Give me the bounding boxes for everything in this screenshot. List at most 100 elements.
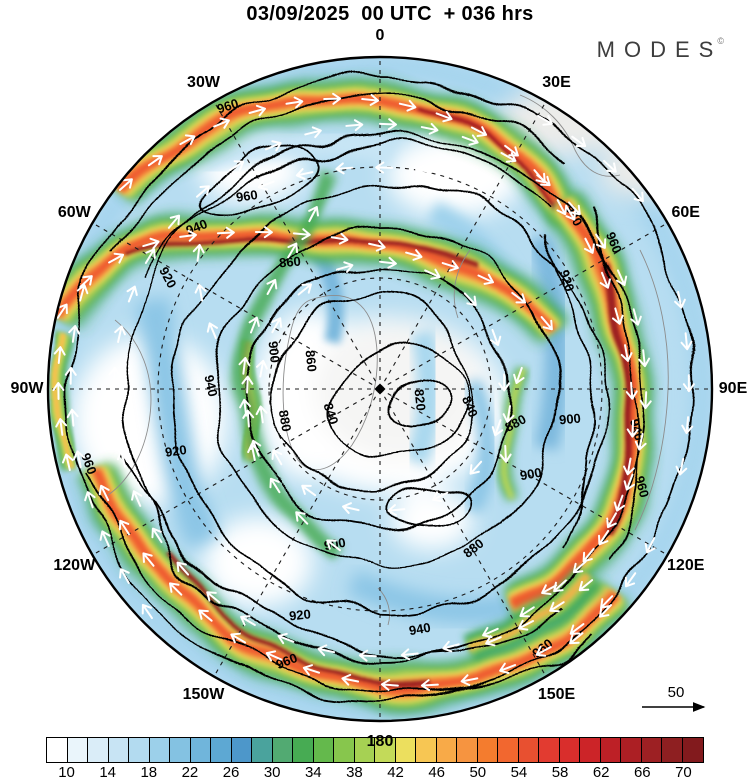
wind-arrow (249, 439, 262, 457)
colorbar-cell (189, 737, 212, 763)
colorbar-cell (271, 737, 294, 763)
wind-arrow (387, 504, 406, 517)
wind-arrow (194, 283, 207, 302)
wind-arrow (330, 232, 349, 245)
wind-arrow (606, 512, 617, 529)
wind-arrow (142, 237, 160, 250)
wind-arrow (269, 477, 281, 494)
wind-arrow (73, 450, 85, 469)
pole-marker (374, 383, 386, 395)
contour-label: 960 (215, 96, 240, 117)
wind-arrow (116, 450, 129, 468)
colorbar-cell (497, 737, 520, 763)
colorbar-cell (169, 737, 192, 763)
wind-arrow (216, 226, 235, 239)
wind-arrow (323, 92, 342, 105)
colorbar-tick-label: 58 (551, 764, 569, 781)
wind-arrow (616, 269, 628, 286)
wind-arrow (634, 432, 647, 451)
contour-label: 940 (408, 620, 432, 639)
colorbar-cell (435, 737, 458, 763)
wind-arrow (98, 484, 110, 502)
wind-arrow (335, 162, 354, 175)
colorbar-tick-label: 18 (140, 764, 158, 781)
wind-arrow (463, 292, 477, 307)
wind-arrow (114, 325, 126, 344)
wind-arrow (266, 278, 278, 295)
wind-arrow (583, 237, 595, 254)
contour-label: 860 (302, 349, 319, 372)
coastlines (107, 94, 669, 626)
longitude-label: 90W (10, 380, 44, 397)
wind-arrow (375, 161, 394, 174)
wind-arrow (84, 491, 96, 509)
wind-arrow (213, 117, 230, 129)
wind-arrow (630, 308, 642, 326)
longitude-label: 180 (366, 733, 394, 750)
longitude-label: 120W (53, 556, 96, 574)
wind-arrow (400, 648, 419, 661)
contour-lines (67, 76, 693, 702)
wind-arrow (76, 284, 89, 302)
wind-arrow (301, 484, 317, 497)
wind-arrow (441, 260, 459, 272)
wind-arrow (368, 239, 386, 252)
modes-logo-mark: © (717, 36, 724, 46)
wind-arrow (198, 609, 213, 622)
wind-arrow (624, 572, 637, 588)
colorbar-cell (558, 737, 581, 763)
longitude-label: 30W (187, 74, 220, 92)
wind-arrow (61, 453, 74, 472)
wind-arrow (680, 332, 693, 351)
wind-arrow (297, 283, 312, 296)
wind-arrow (432, 491, 449, 503)
wind-arrow (119, 568, 130, 585)
colorbar-tick-label: 14 (99, 764, 117, 781)
wind-arrow (379, 118, 397, 131)
wind-arrow (317, 644, 336, 657)
wind-arrow (420, 122, 439, 135)
colorbar-cell (599, 737, 622, 763)
modes-logo: MODES© (597, 36, 724, 63)
wind-arrow (68, 325, 81, 343)
wind-arrow (238, 356, 251, 375)
wind-arrow (553, 579, 567, 593)
contour-label: 960 (235, 187, 259, 205)
longitude-label: 150W (182, 685, 225, 703)
colorbar-tick-label: 46 (428, 764, 446, 781)
wind-arrow (571, 135, 587, 148)
wind-arrow (169, 582, 183, 596)
wind-arrow (56, 303, 68, 319)
colorbar-tick-label: 54 (510, 764, 528, 781)
colorbar-cell (128, 737, 151, 763)
wind-arrow (336, 261, 354, 273)
longitude-label: 90E (718, 380, 748, 397)
colorbar-tick-label: 38 (346, 764, 363, 781)
wind-arrow (599, 604, 613, 618)
contour-label: 900 (558, 411, 581, 428)
wind-arrow (470, 126, 488, 138)
wind-arrow (681, 416, 694, 435)
wind-arrow (79, 275, 93, 289)
wind-arrow (345, 119, 364, 132)
wind-arrow (572, 560, 587, 574)
wind-arrow (126, 285, 138, 303)
wind-arrow (64, 366, 77, 385)
wind-arrow (639, 391, 652, 410)
contour-label: 960 (632, 474, 652, 499)
wind-arrow (108, 366, 121, 385)
wind-arrow (435, 110, 453, 123)
wind-arrow (295, 511, 309, 525)
contour-label: 900 (265, 340, 282, 363)
wind-arrow (287, 242, 299, 259)
wind-arrow (179, 134, 196, 146)
longitude-label: 60E (671, 203, 700, 221)
contour-label: 920 (557, 268, 578, 293)
wind-arrow (499, 662, 517, 674)
contour-label: 940 (201, 374, 220, 398)
longitude-label: 120E (667, 556, 705, 574)
wind-arrow (141, 603, 153, 620)
colorbar-tick-label: 26 (222, 764, 240, 781)
modes-logo-text: MODES (596, 37, 723, 62)
